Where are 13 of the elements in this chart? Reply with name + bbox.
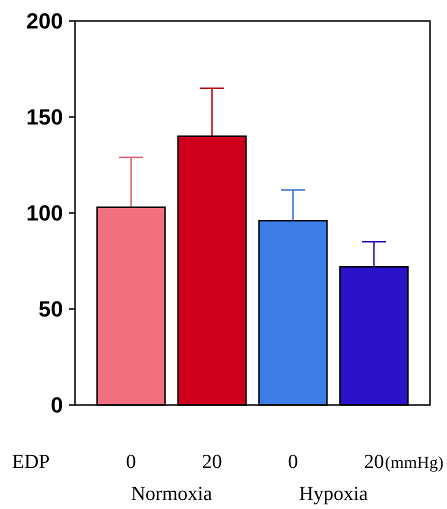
y-tick-label: 50 xyxy=(38,296,63,322)
x-tick-label: 0 xyxy=(126,451,136,473)
x-tick-label: 20 xyxy=(202,451,222,473)
y-tick-label: 0 xyxy=(50,392,63,418)
text: (mmHg) xyxy=(384,453,444,472)
x-tick-label: 20 xyxy=(364,451,384,473)
text: Hypoxia xyxy=(299,483,368,505)
y-tick-label: 200 xyxy=(26,8,63,34)
x-tick-label: 0 xyxy=(288,451,298,473)
text: Normoxia xyxy=(130,483,212,505)
text: EDP xyxy=(12,451,50,473)
y-tick-label: 100 xyxy=(26,200,63,226)
y-tick-label: 150 xyxy=(26,104,63,130)
